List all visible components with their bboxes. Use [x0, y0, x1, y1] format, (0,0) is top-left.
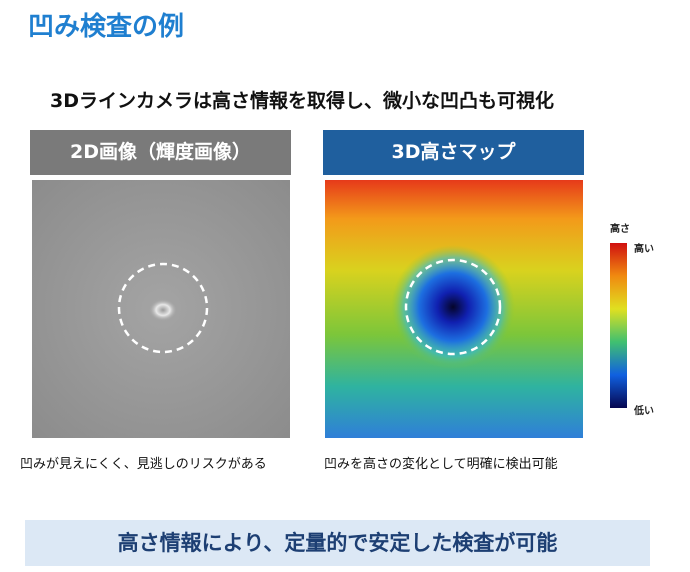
gray-image — [32, 180, 290, 438]
panel-header: 2D画像（輝度画像） — [30, 130, 291, 175]
colorbar-low: 低い — [634, 406, 654, 417]
colorbar-title: 高さ — [610, 224, 630, 235]
colorbar — [610, 243, 627, 408]
panel-header: 3D高さマップ — [323, 130, 584, 175]
panel-caption: 凹みを高さの変化として明確に検出可能 — [324, 457, 558, 472]
subtitle: 3Dラインカメラは高さ情報を取得し、微小な凹凸も可視化 — [50, 90, 554, 112]
footer-banner: 高さ情報により、定量的で安定した検査が可能 — [25, 520, 650, 566]
panel-caption: 凹みが見えにくく、見逃しのリスクがある — [20, 457, 267, 472]
colorbar-high: 高い — [634, 244, 654, 255]
height-map — [325, 180, 583, 438]
title: 凹み検査の例 — [28, 12, 185, 42]
